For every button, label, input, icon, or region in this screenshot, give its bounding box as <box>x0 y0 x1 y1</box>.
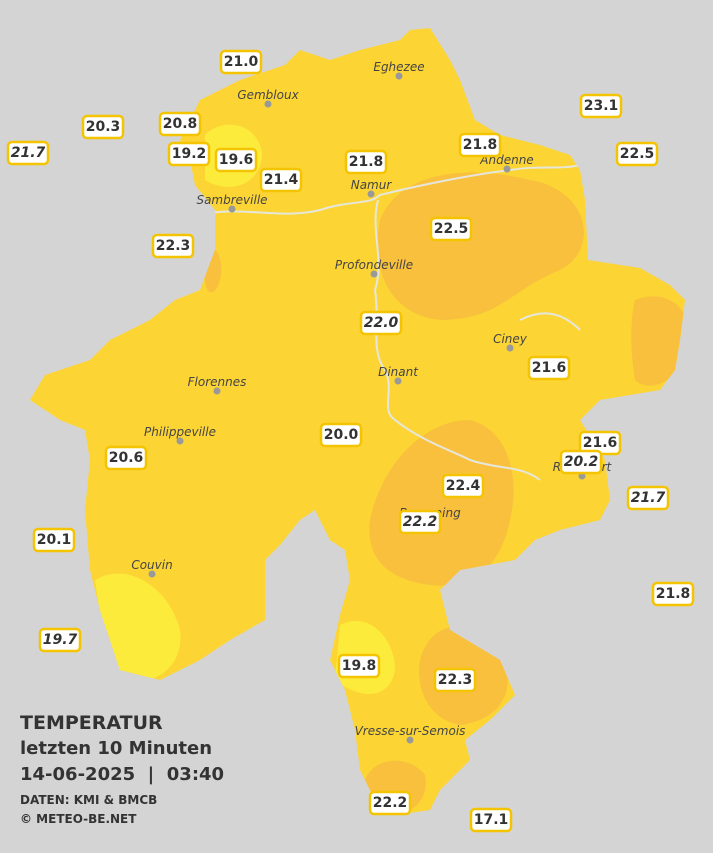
station-box <box>615 141 659 167</box>
town-label: Namur <box>351 178 393 192</box>
town-dot <box>176 437 184 445</box>
town-label: Ciney <box>493 332 528 346</box>
town-label: Dinant <box>378 365 419 379</box>
town-label: Philippeville <box>144 425 216 439</box>
station-value: 19.7 <box>43 632 78 648</box>
station-box <box>259 167 303 193</box>
town-label: Profondeville <box>335 258 413 272</box>
station-value: 19.8 <box>342 658 377 674</box>
legend-subtitle: letzten 10 Minuten <box>20 738 212 759</box>
station-value: 23.1 <box>584 98 619 114</box>
station-value: 20.8 <box>163 116 198 132</box>
station-value: 21.0 <box>224 54 259 70</box>
town-label: Florennes <box>188 375 247 389</box>
station-value: 17.1 <box>474 812 509 828</box>
station-box <box>469 807 513 833</box>
station-value: 21.7 <box>11 145 46 161</box>
town-dot <box>264 100 272 108</box>
station-box <box>559 449 603 475</box>
station-box <box>167 141 211 167</box>
town-dot <box>367 190 375 198</box>
town-dot <box>406 736 414 744</box>
town-dot <box>213 387 221 395</box>
town-label: Couvin <box>131 558 172 572</box>
river <box>199 164 581 481</box>
station-box <box>527 355 571 381</box>
station-box <box>38 627 82 653</box>
zone-warm <box>377 172 584 320</box>
station-box <box>651 581 695 607</box>
station-box <box>626 485 670 511</box>
station-box <box>344 149 388 175</box>
legend-copyright: © METEO-BE.NET <box>20 812 137 826</box>
station-value: 21.6 <box>583 435 618 451</box>
town-label: Sambreville <box>196 193 267 207</box>
station-box <box>219 49 263 75</box>
town-label: Vresse-sur-Semois <box>355 724 466 738</box>
station-box <box>32 527 76 553</box>
station-value: 22.2 <box>403 514 438 530</box>
station-box <box>359 310 403 336</box>
station-value: 22.2 <box>373 795 408 811</box>
station-value: 22.5 <box>620 146 655 162</box>
station-box <box>579 93 623 119</box>
station-box <box>158 111 202 137</box>
station-value: 21.6 <box>532 360 567 376</box>
station-box <box>6 140 50 166</box>
station-value: 19.2 <box>172 146 207 162</box>
legend-title: TEMPERATUR <box>20 712 163 734</box>
town-dot <box>228 205 236 213</box>
station-box <box>319 422 363 448</box>
station-value: 21.7 <box>631 490 666 506</box>
station-box <box>337 653 381 679</box>
station-box <box>81 114 125 140</box>
town-dot <box>506 344 514 352</box>
town-dot <box>395 72 403 80</box>
station-value: 21.8 <box>349 154 384 170</box>
station-value: 21.8 <box>656 586 691 602</box>
station-value: 20.1 <box>37 532 72 548</box>
station-value: 22.5 <box>434 221 469 237</box>
station-box <box>368 790 412 816</box>
station-value: 22.0 <box>364 315 399 331</box>
station-value: 22.3 <box>156 238 191 254</box>
station-value: 21.8 <box>463 137 498 153</box>
town-dot <box>503 165 511 173</box>
station-box <box>151 233 195 259</box>
town-label: Gembloux <box>237 88 299 102</box>
station-box <box>458 132 502 158</box>
station-box <box>398 509 442 535</box>
zone-warm <box>631 296 685 386</box>
station-value: 21.4 <box>264 172 299 188</box>
town-dot <box>370 270 378 278</box>
station-value: 20.6 <box>109 450 144 466</box>
town-label: Eghezee <box>373 60 424 74</box>
station-box <box>441 473 485 499</box>
station-value: 22.4 <box>446 478 481 494</box>
legend-source: DATEN: KMI & BMCB <box>20 793 157 807</box>
station-value: 22.3 <box>438 672 473 688</box>
station-box <box>429 216 473 242</box>
station-value: 19.6 <box>219 152 254 168</box>
zone-cool <box>95 573 181 683</box>
station-box <box>214 147 258 173</box>
station-box <box>104 445 148 471</box>
station-box <box>433 667 477 693</box>
station-value: 20.0 <box>324 427 359 443</box>
station-value: 20.2 <box>564 454 599 470</box>
town-dot <box>394 377 402 385</box>
town-dot <box>148 570 156 578</box>
station-value: 20.3 <box>86 119 121 135</box>
legend-datetime: 14-06-2025 | 03:40 <box>20 764 224 785</box>
